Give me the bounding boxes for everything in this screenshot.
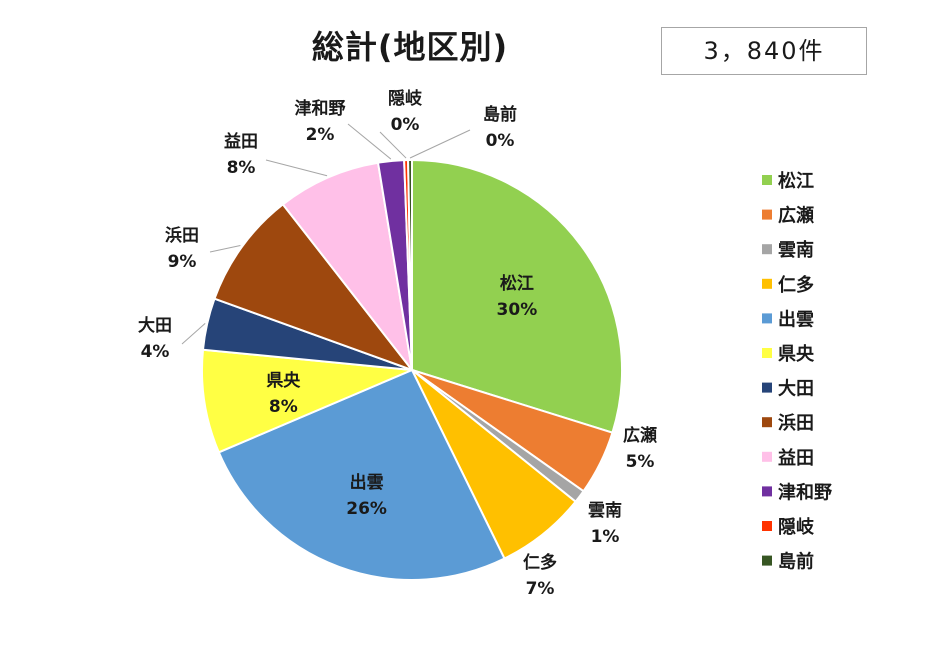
data-label-name-広瀬: 広瀬 bbox=[623, 425, 657, 446]
data-label-name-益田: 益田 bbox=[224, 131, 258, 152]
slice-松江 bbox=[411, 158, 623, 434]
legend-label-出雲: 出雲 bbox=[778, 308, 814, 330]
legend-swatch-出雲 bbox=[762, 313, 772, 324]
leader-line-浜田 bbox=[209, 245, 241, 253]
legend-label-仁多: 仁多 bbox=[778, 274, 814, 296]
leader-lines bbox=[181, 123, 471, 345]
legend-swatch-松江 bbox=[762, 175, 772, 185]
slice-益田 bbox=[281, 161, 413, 371]
data-label-name-松江: 松江 bbox=[500, 273, 534, 294]
data-label-name-出雲: 出雲 bbox=[350, 472, 384, 493]
legend-swatch-雲南 bbox=[762, 244, 772, 255]
data-label-percent-県央: 8% bbox=[269, 397, 298, 417]
legend-swatch-広瀬 bbox=[762, 209, 772, 220]
legend-label-浜田: 浜田 bbox=[778, 413, 814, 434]
data-label-percent-浜田: 9% bbox=[168, 252, 197, 272]
legend-label-津和野: 津和野 bbox=[778, 481, 832, 503]
data-label-percent-広瀬: 5% bbox=[626, 452, 655, 472]
data-label-name-仁多: 仁多 bbox=[523, 552, 557, 573]
legend-label-松江: 松江 bbox=[778, 170, 814, 192]
legend-label-広瀬: 広瀬 bbox=[778, 205, 814, 227]
data-label-name-雲南: 雲南 bbox=[588, 500, 622, 521]
leader-line-隠岐 bbox=[379, 131, 407, 159]
leader-line-益田 bbox=[265, 159, 328, 177]
legend-label-県央: 県央 bbox=[778, 343, 815, 365]
data-label-percent-島前: 0% bbox=[486, 131, 515, 151]
data-label-percent-津和野: 2% bbox=[306, 125, 335, 145]
data-label-percent-雲南: 1% bbox=[591, 527, 620, 547]
legend-swatch-津和野 bbox=[762, 486, 772, 497]
data-label-percent-出雲: 26% bbox=[346, 499, 387, 519]
data-label-name-大田: 大田 bbox=[138, 315, 172, 336]
leader-line-島前 bbox=[409, 129, 471, 159]
pie-slices bbox=[201, 158, 623, 581]
data-label-percent-益田: 8% bbox=[227, 158, 256, 178]
slice-島前 bbox=[407, 158, 413, 371]
legend-label-隠岐: 隠岐 bbox=[778, 516, 815, 538]
legend-swatch-浜田 bbox=[762, 417, 772, 428]
legend-label-雲南: 雲南 bbox=[778, 239, 814, 261]
data-label-name-津和野: 津和野 bbox=[295, 98, 346, 119]
legend-swatch-島前 bbox=[762, 555, 772, 566]
data-label-percent-隠岐: 0% bbox=[391, 115, 420, 135]
legend-label-大田: 大田 bbox=[778, 378, 814, 400]
slice-県央 bbox=[201, 348, 413, 454]
data-label-name-浜田: 浜田 bbox=[165, 226, 199, 246]
legend-swatch-仁多 bbox=[762, 278, 772, 289]
legend-swatch-隠岐 bbox=[762, 521, 772, 531]
data-label-percent-大田: 4% bbox=[141, 342, 170, 362]
legend-label-島前: 島前 bbox=[778, 551, 814, 573]
data-label-name-県央: 県央 bbox=[266, 370, 301, 391]
data-label-name-隠岐: 隠岐 bbox=[388, 88, 423, 109]
data-labels: 松江 30% 広瀬 5% 雲南 1% 仁多 7% 出雲 26% 県央 8% 大田 4% 浜田 9% 益田 8% 津和… bbox=[138, 88, 657, 599]
slice-浜田 bbox=[213, 202, 415, 373]
legend-swatch-大田 bbox=[762, 382, 772, 393]
data-label-percent-仁多: 7% bbox=[526, 579, 555, 599]
total-count-box: 3，840件 bbox=[661, 27, 867, 75]
data-label-name-島前: 島前 bbox=[483, 104, 517, 125]
legend-label-益田: 益田 bbox=[778, 447, 814, 469]
leader-line-大田 bbox=[181, 323, 206, 345]
data-label-percent-松江: 30% bbox=[497, 300, 538, 320]
leader-line-津和野 bbox=[347, 123, 392, 160]
chart-title: 総計(地区別) bbox=[311, 28, 509, 66]
legend-swatch-県央 bbox=[762, 348, 772, 358]
legend-swatch-益田 bbox=[762, 451, 772, 462]
